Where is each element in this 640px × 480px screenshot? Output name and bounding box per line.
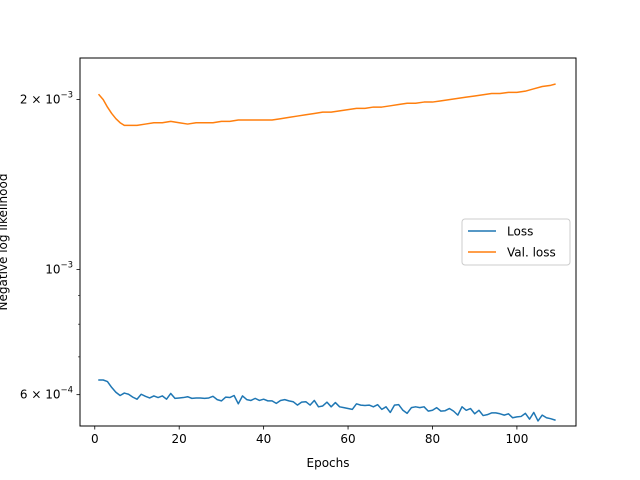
y-tick-label: 2 × 10−3 bbox=[20, 91, 73, 107]
y-tick-label: 6 × 10−4 bbox=[20, 386, 73, 402]
x-tick-label: 100 bbox=[505, 432, 528, 446]
x-tick-label: 0 bbox=[91, 432, 99, 446]
y-axis-label: Negative log likelihood bbox=[0, 174, 10, 311]
x-tick-label: 80 bbox=[425, 432, 440, 446]
series-line-0 bbox=[98, 379, 556, 422]
series-line-1 bbox=[97, 83, 556, 127]
series-layer bbox=[97, 83, 556, 422]
x-axis-label: Epochs bbox=[307, 456, 350, 470]
legend-label-1: Val. loss bbox=[507, 246, 556, 260]
x-tick-label: 20 bbox=[172, 432, 187, 446]
x-tick-label: 40 bbox=[256, 432, 271, 446]
legend: Loss Val. loss bbox=[461, 218, 571, 266]
y-axis: 6 × 10−4 10−3 2 × 10−3 bbox=[20, 91, 80, 402]
plot-frame bbox=[79, 57, 577, 427]
legend-label-0: Loss bbox=[507, 225, 533, 239]
y-tick-label: 10−3 bbox=[45, 260, 73, 276]
x-axis: 0 20 40 60 80 100 bbox=[91, 426, 528, 446]
x-tick-label: 60 bbox=[340, 432, 355, 446]
